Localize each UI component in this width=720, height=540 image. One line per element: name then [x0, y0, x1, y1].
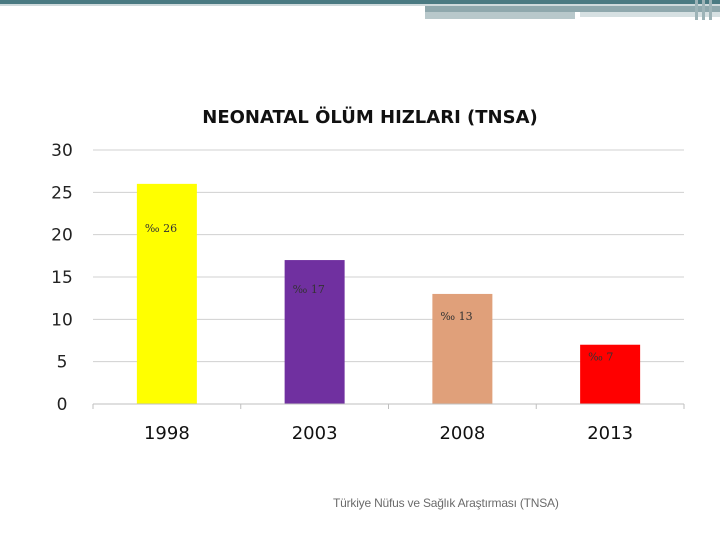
header-bar-right-2	[425, 12, 575, 19]
chart-title: NEONATAL ÖLÜM HIZLARI (TNSA)	[202, 106, 537, 128]
y-tick-label: 25	[51, 183, 73, 203]
bars	[136, 183, 641, 404]
x-axis	[92, 403, 685, 409]
data-label: ‰ 17	[293, 283, 325, 296]
header-bar-right-1	[425, 6, 720, 12]
header-bar-light	[0, 4, 720, 6]
header-bar-top	[0, 0, 720, 4]
x-category-label: 2008	[439, 423, 485, 444]
data-label: ‰ 7	[588, 351, 613, 364]
bar-1998	[136, 183, 197, 404]
data-labels: ‰ 26 ‰ 17 ‰ 13 ‰ 7	[145, 222, 614, 364]
bar-2008	[432, 293, 493, 404]
x-category-label: 2003	[292, 423, 338, 444]
y-tick-label: 15	[51, 268, 73, 288]
y-tick-label: 5	[57, 353, 68, 373]
x-axis-categories: 1998 2003 2008 2013	[144, 423, 633, 444]
y-tick-label: 0	[57, 395, 68, 415]
y-tick-label: 30	[51, 141, 73, 161]
header-bar-right-3	[580, 12, 720, 17]
source-note: Türkiye Nüfus ve Sağlık Araştırması (TNS…	[333, 496, 559, 510]
header-stripe-1	[695, 0, 698, 20]
header-stripe-3	[709, 0, 712, 20]
bar-2003	[284, 260, 345, 404]
y-tick-label: 10	[51, 310, 73, 330]
x-category-label: 2013	[587, 423, 633, 444]
y-tick-label: 20	[51, 226, 73, 246]
header-stripe-2	[702, 0, 705, 20]
y-axis-ticks: 0 5 10 15 20 25 30	[51, 141, 73, 415]
data-label: ‰ 13	[440, 310, 472, 323]
x-category-label: 1998	[144, 423, 190, 444]
bar-2013	[580, 344, 641, 404]
data-label: ‰ 26	[145, 222, 177, 235]
